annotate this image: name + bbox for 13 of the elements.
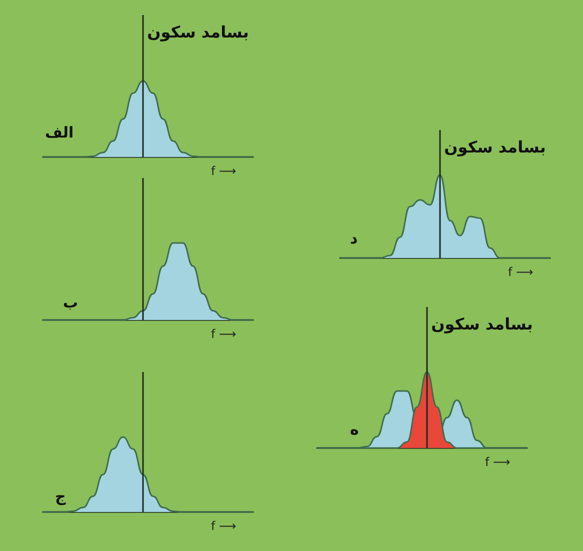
text: الف (45, 124, 74, 142)
text: ه (350, 420, 359, 438)
x-axis-title: f ⟶ (211, 164, 236, 178)
text: د (350, 230, 358, 248)
text: ج (55, 488, 66, 506)
text: ب (63, 294, 78, 312)
x-axis-title: f ⟶ (485, 455, 510, 469)
text: بسامد سکون (431, 314, 533, 334)
text: بسامد سکون (147, 22, 249, 42)
x-axis-title: f ⟶ (508, 265, 534, 279)
x-axis-title: f ⟶ (211, 327, 236, 341)
text: بسامد سکون (444, 138, 546, 156)
x-axis-title: f ⟶ (211, 519, 236, 533)
